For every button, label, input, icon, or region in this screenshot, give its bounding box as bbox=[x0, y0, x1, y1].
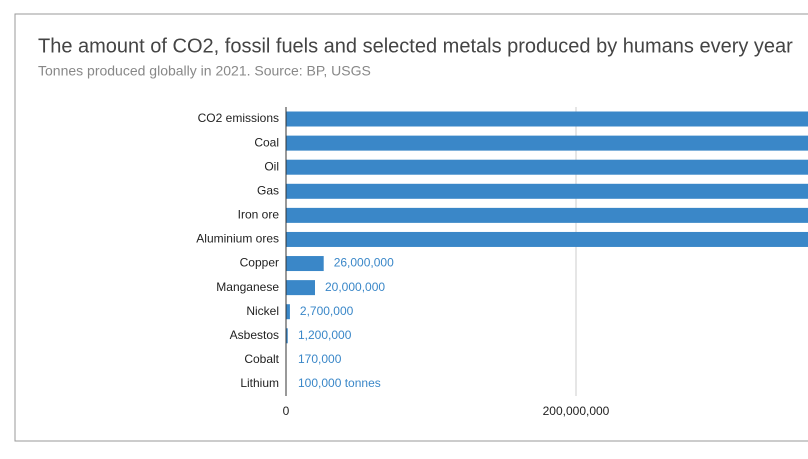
bar bbox=[286, 304, 290, 320]
y-tick-label: Aluminium ores bbox=[196, 232, 279, 246]
x-tick-label: 200,000,000 bbox=[543, 404, 610, 418]
y-tick-label: Iron ore bbox=[238, 208, 280, 222]
y-tick-label: Nickel bbox=[246, 304, 279, 318]
bar bbox=[286, 135, 808, 151]
y-tick-label: Coal bbox=[254, 135, 279, 149]
frame bbox=[14, 13, 808, 442]
bar bbox=[286, 328, 288, 344]
y-tick-label: Cobalt bbox=[244, 352, 279, 366]
y-tick-label: Manganese bbox=[216, 280, 279, 294]
data-label: 100,000 tonnes bbox=[298, 376, 381, 390]
bar bbox=[286, 207, 808, 223]
data-label: 2,700,000 bbox=[300, 304, 354, 318]
y-tick-label: Gas bbox=[257, 183, 279, 197]
data-label: 1,200,000 bbox=[298, 328, 352, 342]
bar bbox=[286, 159, 808, 175]
data-label: 20,000,000 bbox=[325, 280, 385, 294]
bar bbox=[286, 256, 324, 272]
data-label: 170,000 bbox=[298, 352, 342, 366]
y-tick-label: Copper bbox=[240, 256, 279, 270]
y-tick-label: Oil bbox=[264, 159, 279, 173]
chart-title: The amount of CO2, fossil fuels and sele… bbox=[38, 35, 793, 57]
y-tick-label: CO2 emissions bbox=[198, 111, 279, 125]
bar bbox=[286, 231, 808, 247]
chart-subtitle: Tonnes produced globally in 2021. Source… bbox=[38, 63, 371, 79]
y-tick-label: Asbestos bbox=[230, 328, 279, 342]
bar bbox=[286, 111, 808, 127]
bar bbox=[286, 280, 315, 296]
bar bbox=[286, 183, 808, 199]
data-label: 26,000,000 bbox=[334, 256, 394, 270]
y-tick-label: Lithium bbox=[240, 376, 279, 390]
x-tick-label: 0 bbox=[283, 404, 290, 418]
